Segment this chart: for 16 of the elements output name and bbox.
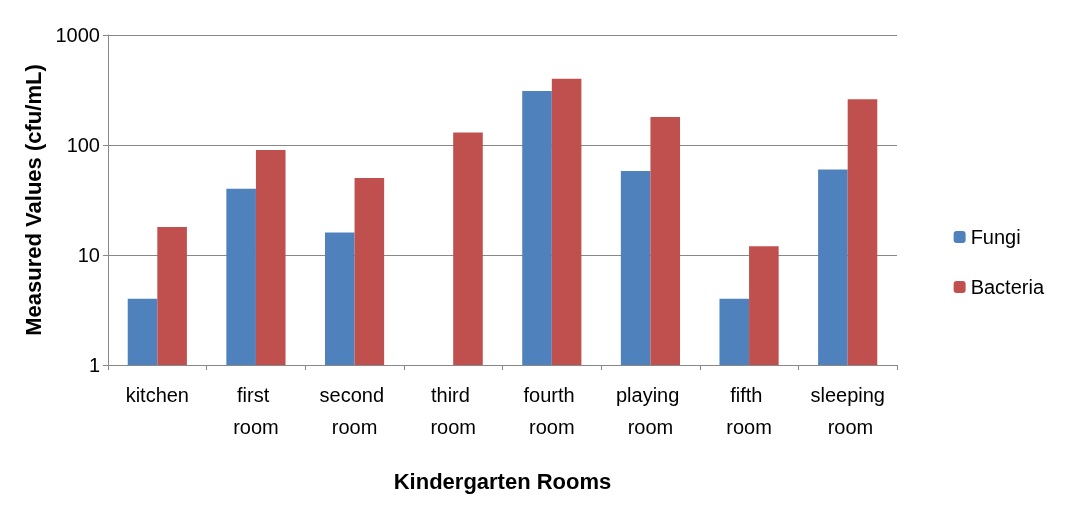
x-tick-label: first room: [233, 384, 279, 438]
x-tick-label: fourth room: [523, 384, 581, 438]
legend-label: Fungi: [970, 226, 1021, 248]
x-tick-label: fifth room: [726, 384, 772, 438]
x-tick-label: playing room: [615, 384, 685, 438]
y-tick-label: 1: [88, 354, 100, 376]
y-axis-title: Measured Values (cfu/mL): [21, 64, 47, 336]
y-tick-label: 1000: [55, 24, 100, 46]
x-tick-label: sleeping room: [810, 384, 885, 438]
legend-label: Bacteria: [970, 276, 1045, 298]
x-tick-label: second room: [319, 384, 390, 438]
y-tick-label: 100: [66, 134, 100, 156]
y-tick-label: 10: [77, 244, 100, 266]
x-axis-title: Kindergarten Rooms: [393, 468, 612, 494]
x-tick-label: third room: [430, 384, 476, 438]
x-tick-label: kitchen: [125, 384, 189, 406]
